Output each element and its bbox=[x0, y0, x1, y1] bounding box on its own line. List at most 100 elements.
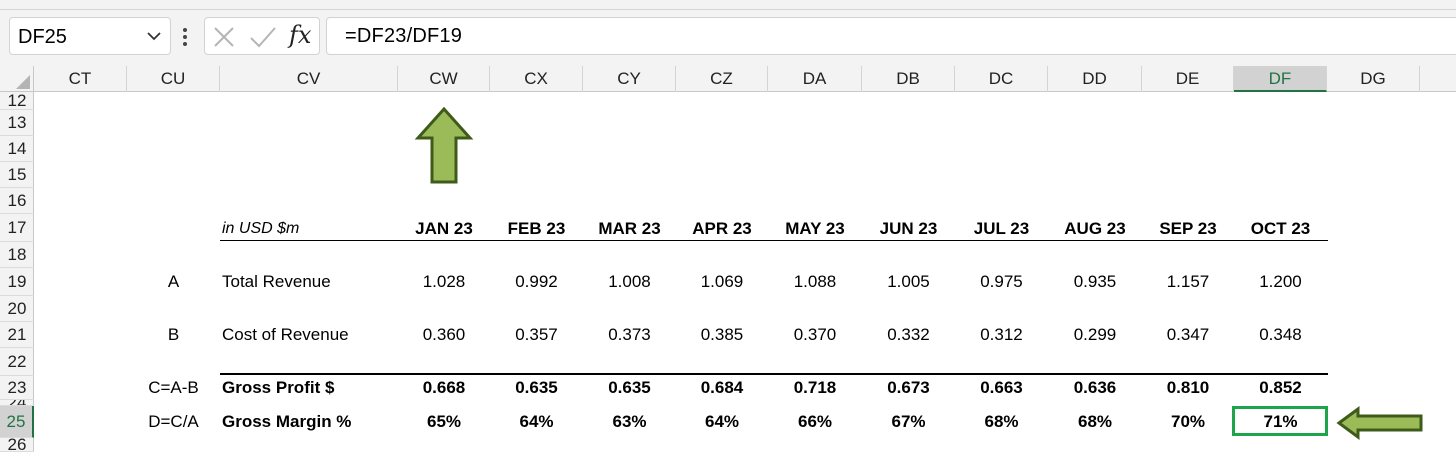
row-code[interactable]: D=C/A bbox=[148, 412, 199, 431]
value-cell[interactable]: 0.684 bbox=[700, 378, 744, 397]
row-header-16[interactable]: 16 bbox=[0, 188, 34, 214]
value-cell[interactable]: 0.635 bbox=[515, 378, 558, 397]
column-header-db[interactable]: DB bbox=[862, 66, 955, 92]
formula-bar: DF25 fx =DF23/DF19 bbox=[0, 10, 1456, 66]
column-header-ct[interactable]: CT bbox=[34, 66, 127, 92]
value-cell[interactable]: 1.200 bbox=[1259, 272, 1302, 291]
column-header-cy[interactable]: CY bbox=[583, 66, 676, 92]
month-header[interactable]: MAY 23 bbox=[785, 219, 845, 238]
name-box-value: DF25 bbox=[18, 26, 67, 48]
row-header-21[interactable]: 21 bbox=[0, 322, 34, 348]
row-header-20[interactable]: 20 bbox=[0, 296, 34, 322]
value-cell[interactable]: 1.028 bbox=[422, 272, 466, 291]
column-header-da[interactable]: DA bbox=[768, 66, 862, 92]
row-label[interactable]: Gross Margin % bbox=[222, 412, 352, 431]
value-cell[interactable]: 71% bbox=[1263, 412, 1298, 431]
row-header-25[interactable]: 25 bbox=[0, 406, 34, 438]
month-header[interactable]: OCT 23 bbox=[1250, 219, 1311, 238]
column-header-df[interactable]: DF bbox=[1234, 66, 1327, 92]
value-cell[interactable]: 67% bbox=[891, 412, 926, 431]
value-cell[interactable]: 64% bbox=[704, 412, 740, 431]
month-header[interactable]: SEP 23 bbox=[1159, 219, 1217, 238]
month-header[interactable]: FEB 23 bbox=[507, 219, 566, 238]
column-header-cx[interactable]: CX bbox=[490, 66, 583, 92]
value-cell[interactable]: 0.347 bbox=[1166, 325, 1210, 344]
value-cell[interactable]: 0.668 bbox=[422, 378, 466, 397]
month-header[interactable]: AUG 23 bbox=[1064, 219, 1126, 238]
value-cell[interactable]: 1.005 bbox=[887, 272, 930, 291]
value-cell[interactable]: 0.312 bbox=[980, 325, 1023, 344]
value-cell[interactable]: 65% bbox=[426, 412, 462, 431]
value-cell[interactable]: 0.935 bbox=[1073, 272, 1117, 291]
unit-label[interactable]: in USD $m bbox=[222, 220, 300, 237]
column-header-dd[interactable]: DD bbox=[1048, 66, 1142, 92]
name-box[interactable]: DF25 bbox=[9, 17, 171, 55]
month-header[interactable]: JUL 23 bbox=[973, 219, 1030, 238]
value-cell[interactable]: 0.636 bbox=[1073, 378, 1117, 397]
row-header-17[interactable]: 17 bbox=[0, 214, 34, 242]
column-header-cv[interactable]: CV bbox=[220, 66, 398, 92]
column-header-cz[interactable]: CZ bbox=[676, 66, 768, 92]
value-cell[interactable]: 0.373 bbox=[608, 325, 651, 344]
value-cell[interactable]: 0.810 bbox=[1166, 378, 1210, 397]
row-code[interactable]: B bbox=[167, 325, 180, 344]
month-header[interactable]: JAN 23 bbox=[415, 219, 473, 238]
month-header[interactable]: MAR 23 bbox=[598, 219, 661, 238]
row-header-15[interactable]: 15 bbox=[0, 162, 34, 188]
value-cell[interactable]: 0.663 bbox=[980, 378, 1023, 397]
row-header-12[interactable]: 12 bbox=[0, 92, 34, 110]
row-label[interactable]: Gross Profit $ bbox=[222, 378, 335, 397]
insert-function-button[interactable]: fx bbox=[289, 21, 312, 49]
row-label[interactable]: Cost of Revenue bbox=[222, 325, 349, 344]
column-header-dg[interactable]: DG bbox=[1327, 66, 1420, 92]
value-cell[interactable]: 1.069 bbox=[700, 272, 744, 291]
value-cell[interactable]: 0.348 bbox=[1259, 325, 1302, 344]
row-header-13[interactable]: 13 bbox=[0, 110, 34, 136]
value-cell[interactable]: 0.635 bbox=[608, 378, 651, 397]
enter-check-icon[interactable] bbox=[249, 26, 277, 48]
row-code[interactable]: C=A-B bbox=[148, 378, 199, 397]
value-cell[interactable]: 0.673 bbox=[887, 378, 930, 397]
value-cell[interactable]: 0.992 bbox=[515, 272, 558, 291]
row-header-19[interactable]: 19 bbox=[0, 268, 34, 296]
value-cell[interactable]: 70% bbox=[1170, 412, 1206, 431]
value-cell[interactable]: 0.332 bbox=[887, 325, 930, 344]
active-cell-border[interactable] bbox=[1232, 406, 1328, 436]
value-cell[interactable]: 63% bbox=[612, 412, 647, 431]
row-header-22[interactable]: 22 bbox=[0, 348, 34, 376]
column-header-cu[interactable]: CU bbox=[127, 66, 220, 92]
value-cell[interactable]: 0.975 bbox=[980, 272, 1023, 291]
column-header-de[interactable]: DE bbox=[1142, 66, 1234, 92]
month-header[interactable]: APR 23 bbox=[692, 219, 752, 238]
value-cell[interactable]: 1.088 bbox=[793, 272, 837, 291]
column-header-cw[interactable]: CW bbox=[398, 66, 490, 92]
row-code[interactable]: A bbox=[167, 272, 180, 291]
value-cell[interactable]: 0.360 bbox=[422, 325, 466, 344]
row-label[interactable]: Total Revenue bbox=[222, 272, 331, 291]
value-cell[interactable]: 0.852 bbox=[1259, 378, 1302, 397]
value-cell[interactable]: 1.157 bbox=[1166, 272, 1210, 291]
value-cell[interactable]: 0.370 bbox=[793, 325, 837, 344]
more-options-icon[interactable] bbox=[181, 26, 189, 48]
value-cell[interactable]: 68% bbox=[984, 412, 1019, 431]
chevron-down-icon[interactable] bbox=[146, 26, 162, 46]
value-cell[interactable]: 1.008 bbox=[608, 272, 651, 291]
select-all-triangle-icon bbox=[16, 75, 30, 89]
row-header-14[interactable]: 14 bbox=[0, 136, 34, 162]
value-cell[interactable]: 0.357 bbox=[515, 325, 558, 344]
value-cell[interactable]: 0.299 bbox=[1073, 325, 1117, 344]
value-cell[interactable]: 68% bbox=[1077, 412, 1113, 431]
row-header-18[interactable]: 18 bbox=[0, 242, 34, 268]
select-all-button[interactable] bbox=[0, 66, 34, 92]
row-header-23[interactable]: 23 bbox=[0, 376, 34, 400]
value-cell[interactable]: 66% bbox=[797, 412, 833, 431]
row-header-24[interactable]: 24 bbox=[0, 400, 34, 406]
cancel-icon[interactable] bbox=[213, 26, 235, 48]
formula-input[interactable]: =DF23/DF19 bbox=[326, 17, 1456, 55]
value-cell[interactable]: 0.385 bbox=[700, 325, 744, 344]
value-cell[interactable]: 0.718 bbox=[793, 378, 837, 397]
column-header-dc[interactable]: DC bbox=[955, 66, 1048, 92]
row-header-26[interactable]: 26 bbox=[0, 438, 34, 452]
value-cell[interactable]: 64% bbox=[519, 412, 554, 431]
month-header[interactable]: JUN 23 bbox=[879, 219, 938, 238]
